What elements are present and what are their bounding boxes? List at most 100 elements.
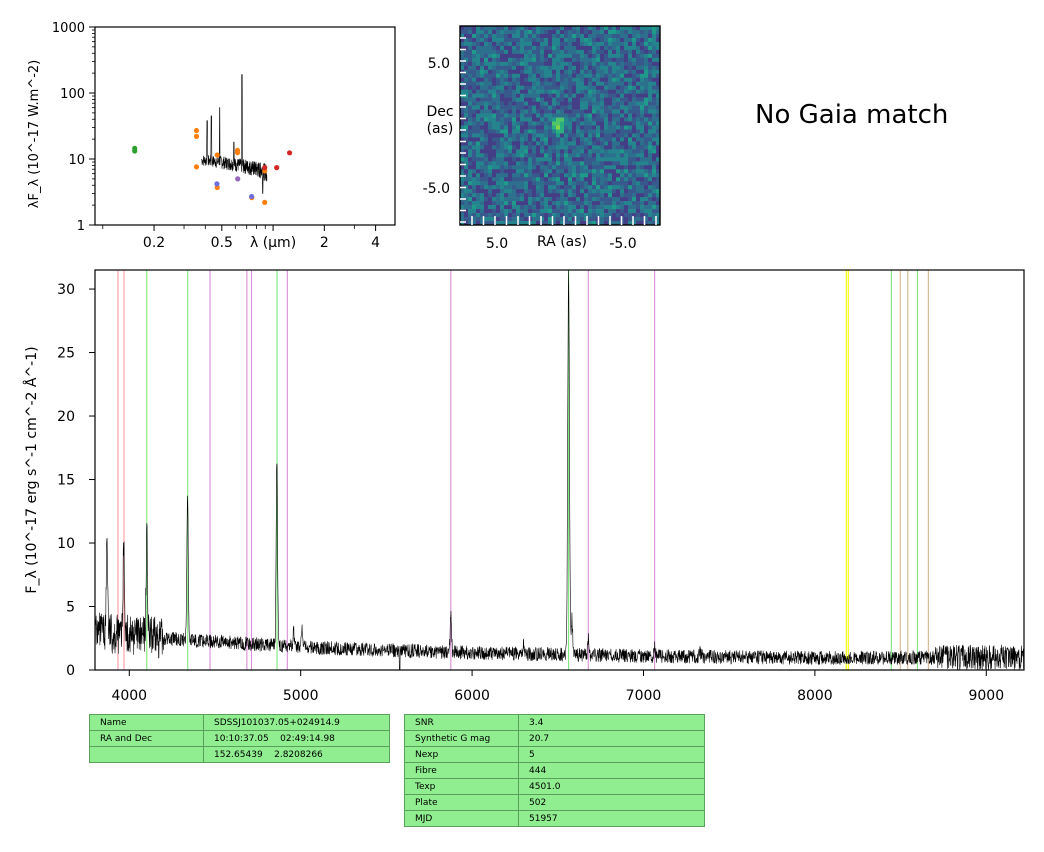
image-pixel	[540, 201, 545, 206]
image-pixel	[580, 185, 585, 190]
image-pixel	[620, 33, 625, 39]
image-pixel	[480, 177, 485, 182]
image-pixel	[496, 201, 501, 206]
image-pixel	[500, 217, 505, 222]
image-pixel	[596, 145, 601, 150]
image-pixel	[636, 157, 641, 162]
image-pixel	[500, 85, 505, 90]
image-pixel	[492, 101, 497, 106]
image-pixel	[540, 129, 545, 134]
image-pixel	[540, 29, 545, 35]
image-pixel	[504, 93, 509, 98]
image-pixel	[612, 145, 617, 150]
image-pixel	[652, 121, 657, 126]
image-pixel	[552, 141, 557, 146]
image-pixel	[548, 165, 553, 170]
image-pixel	[596, 109, 601, 114]
image-pixel	[464, 101, 469, 106]
image-pixel	[552, 189, 557, 194]
image-pixel	[600, 85, 605, 90]
image-pixel	[644, 37, 649, 43]
image-pixel	[604, 125, 609, 130]
image-pixel	[628, 189, 633, 194]
image-pixel	[488, 189, 493, 194]
image-pixel	[572, 85, 577, 90]
image-pixel	[540, 65, 545, 71]
image-pixel	[468, 157, 473, 162]
image-pixel	[480, 45, 485, 51]
image-pixel	[536, 169, 541, 174]
image-pixel	[508, 97, 513, 102]
image-pixel	[492, 213, 497, 218]
image-pixel	[624, 193, 629, 198]
image-pixel	[608, 109, 613, 114]
image-pixel	[480, 69, 485, 75]
image-pixel	[540, 113, 545, 118]
image-pixel	[512, 45, 517, 51]
image-pixel	[580, 45, 585, 51]
spectrum-ytick-label-30: 30	[57, 282, 75, 298]
image-pixel	[632, 89, 637, 94]
image-pixel	[652, 217, 657, 222]
image-pixel	[644, 217, 649, 222]
image-pixel	[572, 145, 577, 150]
image-pixel	[656, 133, 661, 138]
image-pixel	[564, 149, 569, 154]
image-pixel	[468, 105, 473, 110]
image-pixel	[464, 125, 469, 130]
image-pixel	[544, 105, 549, 110]
image-pixel	[584, 205, 589, 210]
sed-xtick-label-0: 0.2	[143, 235, 165, 251]
image-pixel	[472, 161, 477, 166]
sed-point-1-8	[262, 199, 268, 206]
image-pixel	[592, 205, 597, 210]
image-pixel	[504, 153, 509, 158]
image-pixel	[564, 93, 569, 98]
image-pixel	[652, 193, 657, 198]
image-pixel	[536, 185, 541, 190]
image-pixel	[504, 81, 509, 86]
image-pixel	[620, 57, 625, 63]
image-pixel	[480, 49, 485, 55]
image-pixel	[588, 105, 593, 110]
image-pixel	[580, 197, 585, 202]
image-pixel	[636, 93, 641, 98]
image-pixel	[652, 145, 657, 150]
image-ylabel-line1: Dec	[426, 104, 453, 120]
image-pixel	[548, 101, 553, 106]
image-pixel	[540, 133, 545, 138]
image-pixel	[508, 153, 513, 158]
image-pixel	[620, 197, 625, 202]
image-pixel	[588, 45, 593, 51]
image-pixel	[472, 145, 477, 150]
image-pixel	[648, 173, 653, 178]
image-pixel	[580, 65, 585, 71]
image-pixel	[604, 33, 609, 39]
image-pixel	[500, 113, 505, 118]
image-pixel	[632, 117, 637, 122]
image-pixel	[488, 53, 493, 59]
image-pixel	[500, 125, 505, 130]
image-pixel	[636, 149, 641, 154]
image-pixel	[508, 26, 513, 31]
image-pixel	[580, 93, 585, 98]
image-pixel	[492, 57, 497, 63]
image-pixel	[460, 137, 465, 142]
image-pixel	[520, 129, 525, 134]
image-pixel	[536, 153, 541, 158]
image-pixel	[544, 26, 549, 31]
image-pixel	[604, 97, 609, 102]
sed-point-1-2	[193, 164, 200, 170]
image-pixel	[464, 153, 469, 158]
image-pixel	[540, 209, 545, 214]
image-pixel	[572, 113, 577, 118]
image-pixel	[480, 109, 485, 114]
image-pixel	[576, 205, 581, 210]
image-pixel	[608, 105, 613, 110]
image-pixel	[640, 181, 645, 186]
image-pixel	[468, 181, 473, 186]
image-pixel	[656, 209, 661, 214]
image-pixel	[524, 49, 529, 55]
image-pixel	[484, 181, 489, 186]
image-pixel	[588, 33, 593, 39]
